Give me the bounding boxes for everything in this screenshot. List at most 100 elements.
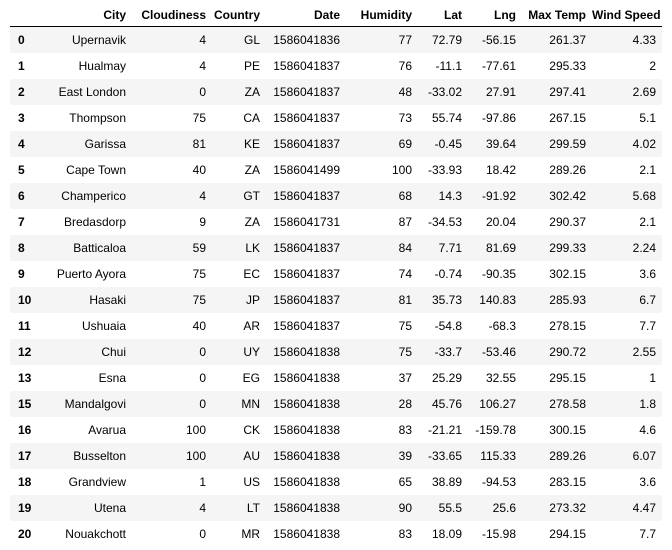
cell-lng: -159.78 <box>475 422 516 437</box>
cell-max-temp: 289.26 <box>549 448 586 463</box>
cell-humidity: 39 <box>398 448 412 463</box>
row-index: 17 <box>18 448 32 463</box>
cell-lng: -53.46 <box>481 344 516 359</box>
cell-lng: -68.3 <box>488 318 516 333</box>
row-index: 9 <box>18 266 25 281</box>
table-row: 0 Upernavik 4 GL 1586041836 77 72.79 -56.15 261.… <box>10 26 662 53</box>
cell-humidity: 73 <box>398 110 412 125</box>
cell-date: 1586041838 <box>273 474 340 489</box>
cell-lat: -33.93 <box>427 162 462 177</box>
column-header-cloudiness: Cloudiness <box>132 4 212 27</box>
table-row: 8 Batticaloa 59 LK 1586041837 84 7.71 81.69 299.… <box>10 234 662 261</box>
table-row: 17 Busselton 100 AU 1586041838 39 -33.65 115.33… <box>10 442 662 469</box>
column-header-lng: Lng <box>468 4 522 27</box>
cell-max-temp: 273.32 <box>549 500 586 515</box>
cell-wind-speed: 2.1 <box>639 214 656 229</box>
column-header-lat: Lat <box>418 4 468 27</box>
cell-lat: -33.65 <box>427 448 462 463</box>
cell-wind-speed: 2.1 <box>639 162 656 177</box>
cell-lat: 14.3 <box>438 188 462 203</box>
cell-city: Nouakchott <box>65 526 126 541</box>
cell-cloudiness: 0 <box>199 344 206 359</box>
cell-lng: -91.92 <box>481 188 516 203</box>
cell-lng: 140.83 <box>479 292 516 307</box>
cell-cloudiness: 4 <box>199 500 206 515</box>
column-header-humidity: Humidity <box>346 4 418 27</box>
cell-humidity: 75 <box>398 318 412 333</box>
cell-max-temp: 285.93 <box>549 292 586 307</box>
cell-max-temp: 290.72 <box>549 344 586 359</box>
cell-cloudiness: 0 <box>199 84 206 99</box>
cell-country: ZA <box>244 214 260 229</box>
cell-wind-speed: 1 <box>649 370 656 385</box>
cell-lat: -33.02 <box>427 84 462 99</box>
cell-lat: 35.73 <box>431 292 462 307</box>
table-row: 5 Cape Town 40 ZA 1586041499 100 -33.93 18.42 28… <box>10 156 662 183</box>
cell-date: 1586041837 <box>273 292 340 307</box>
cell-humidity: 90 <box>398 500 412 515</box>
cell-date: 1586041837 <box>273 110 340 125</box>
cell-humidity: 87 <box>398 214 412 229</box>
cell-wind-speed: 6.7 <box>639 292 656 307</box>
cell-lng: -15.98 <box>481 526 516 541</box>
cell-wind-speed: 2.55 <box>632 344 656 359</box>
cell-wind-speed: 6.07 <box>632 448 656 463</box>
column-header-index <box>10 4 42 27</box>
column-header-max-temp: Max Temp <box>522 4 592 27</box>
cell-lng: -56.15 <box>481 32 516 47</box>
cell-max-temp: 295.15 <box>549 370 586 385</box>
cell-date: 1586041837 <box>273 84 340 99</box>
row-index: 12 <box>18 344 32 359</box>
cell-country: PE <box>243 58 260 73</box>
cell-country: EC <box>243 266 260 281</box>
cell-city: Champerico <box>61 188 126 203</box>
row-index: 16 <box>18 422 32 437</box>
cell-wind-speed: 3.6 <box>639 474 656 489</box>
cell-wind-speed: 7.7 <box>639 526 656 541</box>
cell-wind-speed: 2.69 <box>632 84 656 99</box>
cell-cloudiness: 0 <box>199 396 206 411</box>
cell-country: LK <box>245 240 260 255</box>
cell-humidity: 65 <box>398 474 412 489</box>
cell-city: Ushuaia <box>81 318 126 333</box>
cell-lat: -33.7 <box>434 344 462 359</box>
row-index: 15 <box>18 396 32 411</box>
cell-lng: 27.91 <box>485 84 516 99</box>
table-row: 13 Esna 0 EG 1586041838 37 25.29 32.55 295.15 1 <box>10 364 662 391</box>
column-header-date: Date <box>266 4 346 27</box>
cell-date: 1586041838 <box>273 370 340 385</box>
cell-cloudiness: 40 <box>192 318 206 333</box>
row-index: 19 <box>18 500 32 515</box>
cell-city: Batticaloa <box>73 240 126 255</box>
cell-max-temp: 297.41 <box>549 84 586 99</box>
cell-city: Grandview <box>68 474 126 489</box>
cell-date: 1586041837 <box>273 58 340 73</box>
row-index: 18 <box>18 474 32 489</box>
cell-cloudiness: 75 <box>192 292 206 307</box>
cell-date: 1586041837 <box>273 240 340 255</box>
cell-lat: -0.45 <box>434 136 462 151</box>
table-row: 18 Grandview 1 US 1586041838 65 38.89 -94.53 283… <box>10 468 662 495</box>
cell-wind-speed: 4.02 <box>632 136 656 151</box>
cell-humidity: 83 <box>398 422 412 437</box>
row-index: 6 <box>18 188 25 203</box>
cell-date: 1586041838 <box>273 526 340 541</box>
cell-cloudiness: 75 <box>192 266 206 281</box>
cell-country: JP <box>245 292 260 307</box>
cell-city: Avarua <box>88 422 126 437</box>
dataframe-table: City Cloudiness Country Date Humidity Lat Lng M… <box>10 4 662 547</box>
table-row: 20 Nouakchott 0 MR 1586041838 83 18.09 -15.98 29… <box>10 520 662 547</box>
cell-wind-speed: 2 <box>649 58 656 73</box>
row-index: 3 <box>18 110 25 125</box>
cell-lng: 20.04 <box>485 214 516 229</box>
cell-max-temp: 289.26 <box>549 162 586 177</box>
cell-lng: -94.53 <box>481 474 516 489</box>
cell-wind-speed: 4.47 <box>632 500 656 515</box>
cell-cloudiness: 40 <box>192 162 206 177</box>
cell-wind-speed: 3.6 <box>639 266 656 281</box>
table-row: 6 Champerico 4 GT 1586041837 68 14.3 -91.92 302.… <box>10 182 662 209</box>
cell-city: Esna <box>98 370 126 385</box>
cell-date: 1586041837 <box>273 136 340 151</box>
cell-wind-speed: 5.1 <box>639 110 656 125</box>
